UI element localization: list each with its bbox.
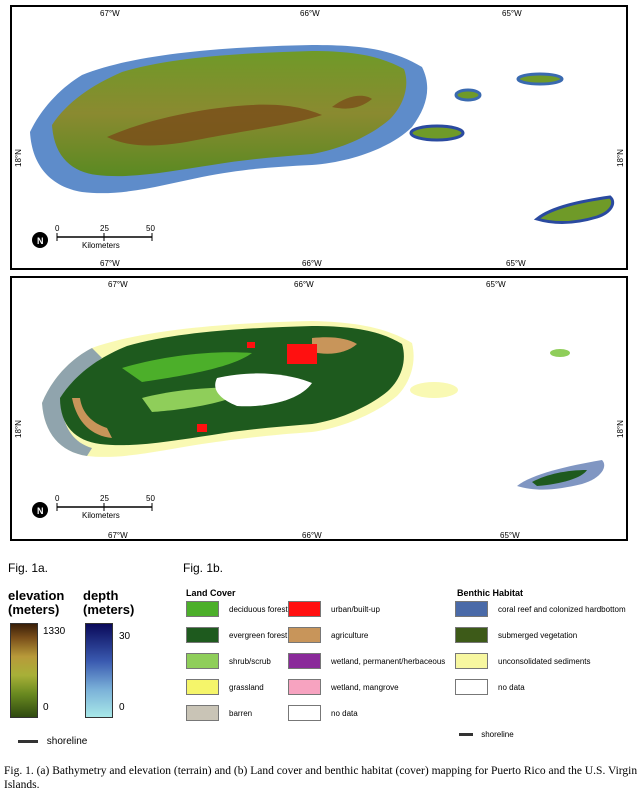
scale-unit: Kilometers: [82, 241, 120, 250]
legend-label: urban/built-up: [331, 604, 380, 614]
legend-row: no data: [455, 678, 525, 696]
legend-swatch: [288, 705, 321, 721]
urban-san-juan: [287, 344, 317, 364]
elevation-min: 0: [43, 702, 49, 713]
legend-swatch: [288, 601, 321, 617]
legend-label: grassland: [229, 682, 264, 692]
legend-label: no data: [331, 708, 358, 718]
legend-swatch: [186, 653, 219, 669]
legend-swatch: [455, 653, 488, 669]
depth-legend-title: depth (meters): [83, 588, 135, 617]
legend-label: barren: [229, 708, 253, 718]
legend-row: urban/built-up: [288, 600, 380, 618]
scale-tick: 25: [100, 224, 109, 233]
legend-label: wetland, mangrove: [331, 682, 399, 692]
legend-row: wetland, mangrove: [288, 678, 399, 696]
st-thomas-island: [516, 72, 564, 86]
legend-swatch: [186, 627, 219, 643]
land-cover-title: Land Cover: [186, 588, 236, 598]
barren-white-area: [215, 373, 312, 407]
shoreline-symbol: [18, 739, 38, 743]
legend-label: submerged vegetation: [498, 630, 578, 640]
legend-swatch: [288, 653, 321, 669]
legend-label: coral reef and colonized hardbottom: [498, 604, 626, 614]
legend-label: agriculture: [331, 630, 369, 640]
lon-tick-top: 66°W: [300, 9, 320, 18]
central-mountains: [107, 104, 322, 146]
shoreline-legend-b: shoreline: [459, 730, 514, 739]
st-croix-island: [533, 195, 615, 225]
land-cover-map-panel: N 67°W 66°W 65°W 67°W 66°W 65°W 18°N 18°…: [10, 276, 628, 541]
shoreline-symbol: [459, 733, 473, 737]
lat-tick-left: 18°N: [14, 149, 23, 167]
legend-swatch: [455, 601, 488, 617]
legend-label: evergreen forest: [229, 630, 288, 640]
lat-tick-right: 18°N: [616, 149, 625, 167]
legend-row: barren: [186, 704, 252, 722]
legend-swatch: [186, 705, 219, 721]
lon-tick-bottom: 65°W: [506, 259, 526, 268]
lon-tick-top: 65°W: [486, 280, 506, 289]
north-arrow-icon-b: N: [37, 506, 44, 516]
legend-label: wetland, permanent/herbaceous: [331, 656, 446, 666]
legend-row: submerged vegetation: [455, 626, 577, 644]
lat-tick-right: 18°N: [616, 420, 625, 438]
elevation-map: N: [30, 45, 615, 248]
lon-tick-bottom: 65°W: [500, 531, 520, 540]
elevation-max: 1330: [43, 626, 66, 637]
lon-tick-top: 67°W: [108, 280, 128, 289]
scale-tick: 50: [146, 494, 155, 503]
legend-row: grassland: [186, 678, 264, 696]
depth-min: 0: [119, 702, 125, 713]
lon-tick-bottom: 66°W: [302, 531, 322, 540]
legend-label: shrub/scrub: [229, 656, 271, 666]
legend-row: shrub/scrub: [186, 652, 271, 670]
legend-swatch: [288, 627, 321, 643]
vieques-island: [409, 124, 465, 142]
legend-swatch: [455, 627, 488, 643]
scale-tick: 0: [55, 494, 60, 503]
legend-row: agriculture: [288, 626, 368, 644]
legend-label: unconsolidated sediments: [498, 656, 591, 666]
scale-tick: 0: [55, 224, 60, 233]
legend-row: wetland, permanent/herbaceous: [288, 652, 445, 670]
legend-swatch: [186, 679, 219, 695]
legend-row: no data: [288, 704, 358, 722]
lon-tick-top: 65°W: [502, 9, 522, 18]
shoreline-legend-a: shoreline: [18, 736, 87, 747]
scale-tick: 50: [146, 224, 155, 233]
lon-tick-top: 67°W: [100, 9, 120, 18]
legend-swatch: [288, 679, 321, 695]
lon-tick-bottom: 67°W: [108, 531, 128, 540]
figure-caption: Fig. 1. (a) Bathymetry and elevation (te…: [4, 765, 638, 791]
lat-tick-left: 18°N: [14, 420, 23, 438]
elevation-legend-title: elevation (meters): [8, 588, 65, 617]
legend-label: deciduous forest: [229, 604, 288, 614]
elevation-color-ramp: [10, 623, 38, 718]
scale-unit: Kilometers: [82, 511, 120, 520]
fig-1b-label: Fig. 1b.: [183, 561, 224, 575]
elevation-map-panel: N 67°W 66°W 65°W 67°W 66°W 65°W 18°N 18°…: [10, 5, 628, 270]
legend-swatch: [455, 679, 488, 695]
north-arrow-icon-a: N: [37, 236, 44, 246]
land-cover-map: N: [32, 321, 605, 518]
benthic-habitat-title: Benthic Habitat: [457, 588, 524, 598]
legend-row: deciduous forest: [186, 600, 288, 618]
legend-row: evergreen forest: [186, 626, 287, 644]
scale-tick: 25: [100, 494, 109, 503]
fig-1a-label: Fig. 1a.: [8, 561, 49, 575]
lon-tick-bottom: 66°W: [302, 259, 322, 268]
depth-max: 30: [119, 631, 131, 642]
lon-tick-bottom: 67°W: [100, 259, 120, 268]
legend-row: unconsolidated sediments: [455, 652, 591, 670]
legend-swatch: [186, 601, 219, 617]
legend-row: coral reef and colonized hardbottom: [455, 600, 626, 618]
legend-label: no data: [498, 682, 525, 692]
lon-tick-top: 66°W: [294, 280, 314, 289]
depth-color-ramp: [85, 623, 113, 718]
